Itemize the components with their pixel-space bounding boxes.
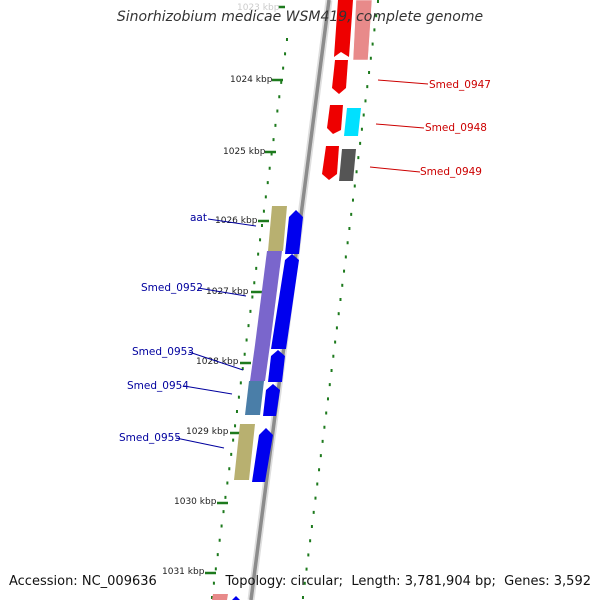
gene-labels: Smed_0947 Smed_0948 Smed_0949 aat Smed_0… — [119, 79, 491, 444]
leader-aat — [207, 218, 257, 227]
accession-label: Accession: — [9, 574, 78, 589]
cds-forward-0955 — [252, 428, 273, 482]
scale-label-1023: 1023 kbp — [237, 3, 280, 13]
outer-ring-dots — [301, 0, 379, 600]
label-smed-0953: Smed_0953 — [132, 346, 194, 358]
leader-0955 — [175, 437, 225, 449]
topology-sep-1: ; — [338, 574, 348, 589]
label-smed-0948: Smed_0948 — [425, 122, 487, 134]
cds-reverse-top — [334, 0, 353, 57]
label-smed-0947: Smed_0947 — [429, 79, 491, 91]
cds-reverse-0949 — [322, 146, 339, 180]
gene-pink-top — [352, 0, 373, 61]
cds-reverse-0947 — [332, 60, 348, 94]
gene-purple-0952 — [255, 251, 282, 345]
label-leader-lines — [175, 79, 429, 449]
leader-0949 — [369, 166, 421, 173]
scale-label-1029: 1029 kbp — [186, 427, 229, 437]
scale-label-1025: 1025 kbp — [223, 147, 266, 157]
length-value: 3,781,904 bp — [404, 574, 492, 589]
genes-value: 3,592 — [553, 574, 591, 589]
accession-value: NC_009636 — [81, 574, 157, 589]
gene-olive-0955 — [234, 424, 255, 480]
scale-label-1026: 1026 kbp — [215, 216, 258, 226]
label-smed-0949: Smed_0949 — [420, 166, 482, 178]
scale-ruler-dots — [210, 37, 288, 600]
label-aat: aat — [190, 212, 207, 224]
cds-forward-aat — [285, 210, 303, 254]
label-smed-0952: Smed_0952 — [141, 282, 203, 294]
topology-value: circular — [290, 574, 339, 589]
cds-forward-0953 — [268, 350, 285, 382]
cds-forward-0954 — [263, 384, 280, 416]
reverse-strand-genes — [212, 0, 373, 600]
scale-label-1030: 1030 kbp — [174, 497, 217, 507]
cds-reverse-bottom — [212, 594, 228, 600]
gene-cyan-0948 — [344, 108, 361, 136]
gene-steel-0954 — [245, 381, 264, 415]
accession-info: Accession: NC_009636 — [9, 574, 157, 589]
cds-forward-0952 — [271, 254, 299, 349]
scale-label-1031: 1031 kbp — [162, 567, 205, 577]
scale-label-1028: 1028 kbp — [196, 357, 239, 367]
label-smed-0955: Smed_0955 — [119, 432, 181, 444]
length-label: Length: — [351, 574, 401, 589]
scale-label-1024: 1024 kbp — [230, 75, 273, 85]
leader-0947 — [377, 79, 429, 85]
topology-sep-2: ; — [491, 574, 501, 589]
label-smed-0954: Smed_0954 — [127, 380, 189, 392]
cds-reverse-0948 — [327, 105, 343, 134]
leader-0953 — [188, 351, 244, 371]
scale-label-1027: 1027 kbp — [206, 287, 249, 297]
leader-0954 — [183, 385, 233, 395]
leader-0952 — [197, 287, 247, 297]
gene-grey-0949 — [339, 149, 356, 181]
topology-info: Topology: circular; Length: 3,781,904 bp… — [226, 574, 591, 589]
map-title: Sinorhizobium medicae WSM419, complete g… — [116, 9, 484, 25]
cds-forward-bottom — [232, 596, 240, 600]
forward-strand-genes — [232, 206, 303, 600]
leader-0948 — [375, 123, 425, 129]
scale-ticks: 1023 kbp 1024 kbp 1025 kbp 1026 kbp 1027… — [162, 3, 285, 577]
genes-label: Genes: — [504, 574, 550, 589]
topology-label: Topology: — [225, 574, 287, 589]
gene-purple-0953 — [250, 345, 270, 381]
gene-olive-aat — [268, 206, 287, 251]
